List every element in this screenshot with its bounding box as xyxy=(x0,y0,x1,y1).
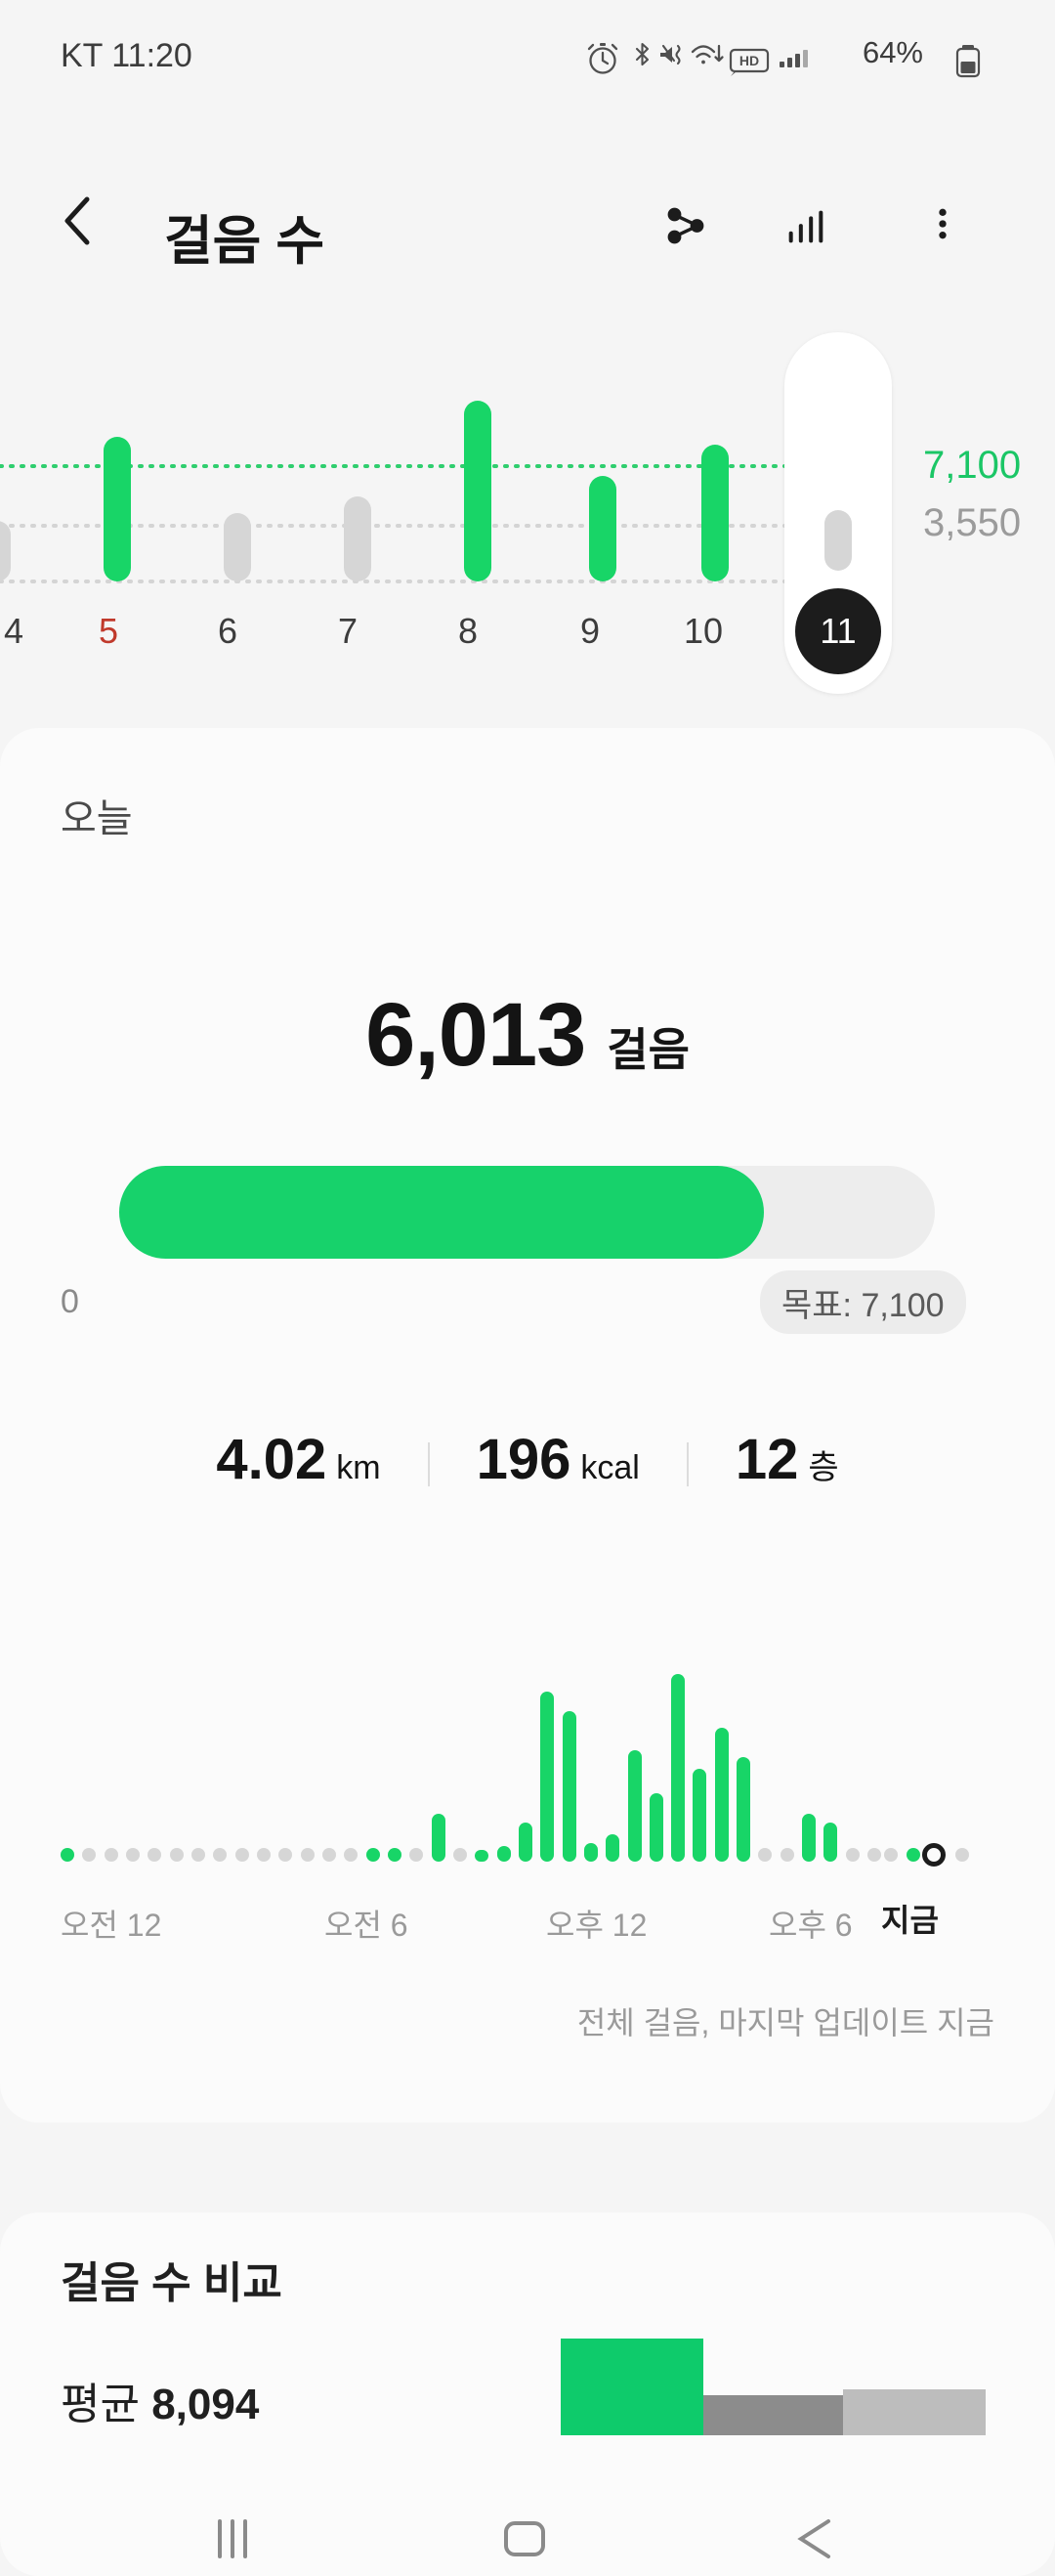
svg-text:HD: HD xyxy=(739,53,759,68)
